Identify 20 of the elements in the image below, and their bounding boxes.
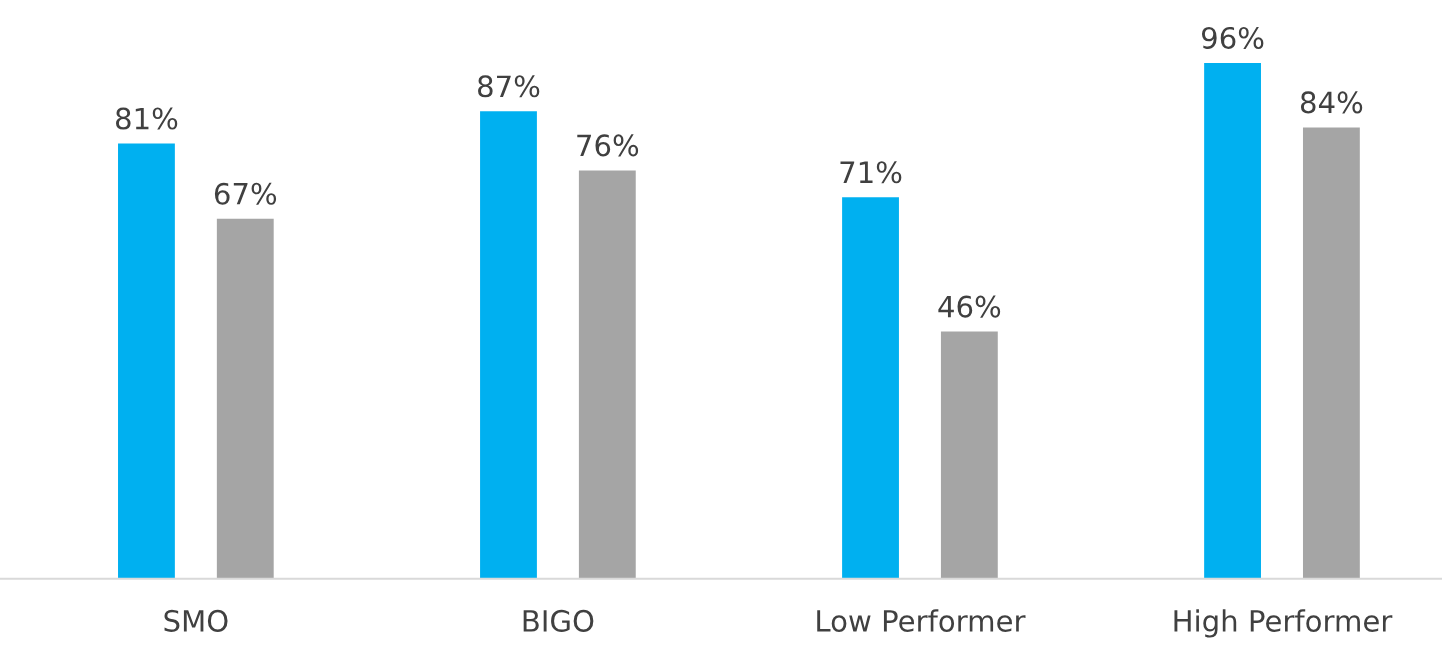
data-label: 67% [214,182,277,205]
data-label: 87% [478,75,540,98]
data-label: 84% [1300,91,1363,114]
bar [216,218,274,579]
data-label: 76% [577,134,639,157]
data-label: 46% [938,295,1001,318]
data-label: 71% [840,161,902,184]
x-tick-label: BIGO [523,609,594,632]
bar [118,143,175,579]
bar [1204,62,1261,579]
data-label: 81% [116,107,178,130]
x-tick-label: High Performer [1174,609,1393,638]
bar [1302,127,1360,579]
x-tick-label: Low Performer [817,609,1026,632]
bar [578,170,636,579]
x-tick-label: SMO [164,609,228,632]
bar [842,197,899,579]
bar [480,111,537,579]
bar [940,331,998,579]
data-label: 96% [1201,26,1264,49]
